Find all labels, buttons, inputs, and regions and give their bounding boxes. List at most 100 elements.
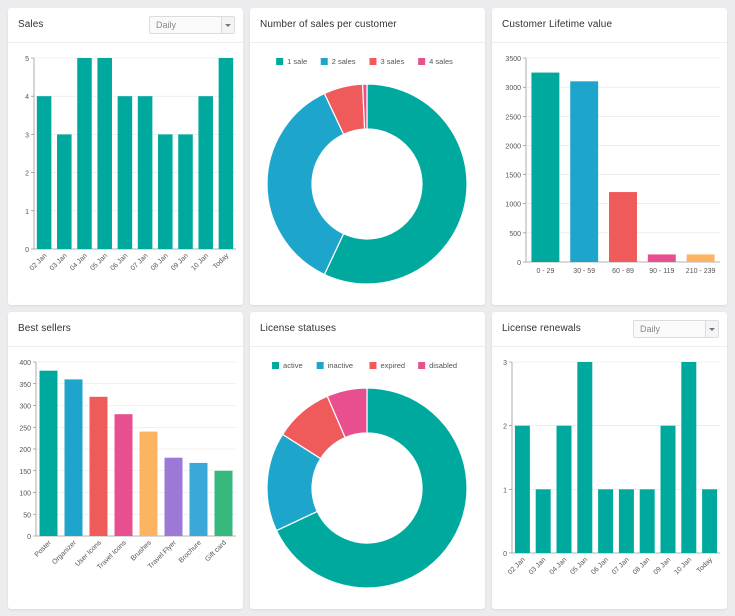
best-sellers-chart: 050100150200250300350400PosterOrganizerU… xyxy=(19,360,236,571)
y-tick-label: 3500 xyxy=(505,56,521,63)
chevron-down-icon xyxy=(705,321,718,337)
card-header: Customer Lifetime value xyxy=(492,8,727,43)
y-tick-label: 3000 xyxy=(505,85,521,92)
sales-card: Sales Daily 0 1 2 3 4 5 02 Jan 03 Jan 04 Jan 05 J… xyxy=(8,8,243,305)
y-tick-label: 400 xyxy=(19,360,31,367)
y-tick-label: 2000 xyxy=(505,143,521,150)
y-tick-label: 2 xyxy=(503,424,507,431)
x-tick-label: Gift card xyxy=(204,539,228,563)
pie-slice xyxy=(275,387,468,589)
legend-swatch xyxy=(418,362,426,369)
bar xyxy=(139,431,158,536)
card-header: License renewals Daily xyxy=(492,312,727,347)
license-statuses-card: License statuses active inactive expired di… xyxy=(250,312,485,609)
y-tick-label: 300 xyxy=(19,404,31,411)
x-tick-label: 05 Jan xyxy=(569,556,589,576)
best-sellers-card: Best sellers 0 50 100 150 200 250 300 350 400 Pos… xyxy=(8,312,243,609)
select-value: Daily xyxy=(156,20,177,30)
y-tick-label: 2500 xyxy=(505,114,521,121)
x-tick-label: 210 - 239 xyxy=(686,268,716,275)
bar xyxy=(531,72,560,262)
y-tick-label: 1 xyxy=(25,209,29,216)
bar xyxy=(97,58,112,249)
bar xyxy=(198,96,213,249)
bar xyxy=(158,134,173,249)
x-tick-label: 10 Jan xyxy=(190,252,210,272)
legend-label: expired xyxy=(380,361,405,370)
legend-label: 4 sales xyxy=(429,57,453,66)
x-tick-label: 06 Jan xyxy=(109,252,129,272)
legend-label: 3 sales xyxy=(380,57,404,66)
bar xyxy=(77,58,92,249)
x-tick-label: 60 - 89 xyxy=(612,268,634,275)
y-tick-label: 4 xyxy=(25,94,29,101)
y-tick-label: 150 xyxy=(19,469,31,476)
legend: 1 sale 2 sales 3 sales 4 sales xyxy=(276,57,453,66)
lifetime-card: Customer Lifetime value 0 500 1000 1500 2000… xyxy=(492,8,727,305)
pie-slice xyxy=(323,83,468,285)
bar xyxy=(36,96,52,249)
x-tick-label: Today xyxy=(212,252,231,271)
bar xyxy=(639,489,655,553)
bar xyxy=(39,370,58,536)
bar xyxy=(114,414,133,536)
renewals-chart: 0 1 2 3 02 Jan 03 Jan 04 Jan 05 Jan 06 Jan 07 Jan… xyxy=(503,360,720,576)
x-tick-label: 02 Jan xyxy=(507,556,527,576)
x-tick-label: 07 Jan xyxy=(611,556,631,576)
x-tick-label: 04 Jan xyxy=(549,556,569,576)
y-tick-label: 1 xyxy=(503,487,507,494)
bar xyxy=(189,462,208,536)
pie-slice xyxy=(361,83,368,130)
y-tick-label: 0 xyxy=(25,247,29,254)
x-tick-label: 09 Jan xyxy=(170,252,190,272)
bar xyxy=(57,134,72,249)
legend-swatch xyxy=(272,362,280,369)
renewals-period-select[interactable]: Daily xyxy=(633,320,719,338)
card-title: Sales xyxy=(18,19,44,30)
x-tick-label: 08 Jan xyxy=(632,556,652,576)
y-axis: 0 1 2 3 4 5 xyxy=(25,56,35,254)
select-value: Daily xyxy=(640,324,661,334)
legend-swatch xyxy=(369,362,377,369)
lifetime-chart: 0 500 1000 1500 2000 2500 3000 3500 0 - 29 30 - 5… xyxy=(505,56,720,275)
bar xyxy=(598,489,614,553)
bar xyxy=(535,489,551,553)
y-tick-label: 1000 xyxy=(505,202,521,209)
y-tick-label: 500 xyxy=(509,231,521,238)
y-tick-label: 250 xyxy=(19,425,31,432)
x-tick-label: 09 Jan xyxy=(653,556,673,576)
sales-per-customer-card: Number of sales per customer 1 sale 2 sal… xyxy=(250,8,485,305)
y-tick-label: 5 xyxy=(25,56,29,63)
bar xyxy=(514,425,530,553)
y-axis: 0 1 2 3 xyxy=(503,360,513,558)
legend-label: inactive xyxy=(328,361,353,370)
sales-period-select[interactable]: Daily xyxy=(149,16,235,34)
card-title: Number of sales per customer xyxy=(260,19,397,30)
y-tick-label: 200 xyxy=(19,447,31,454)
bar xyxy=(89,396,108,536)
x-tick-label: 07 Jan xyxy=(130,252,150,272)
bar xyxy=(660,425,676,553)
sales-chart: 0 1 2 3 4 5 02 Jan 03 Jan 04 Jan 05 Jan 06 Jan 07 J… xyxy=(25,56,236,272)
bar xyxy=(214,470,233,536)
y-axis: 0 50 100 150 200 250 300 350 400 xyxy=(19,360,37,541)
x-tick-label: 02 Jan xyxy=(29,252,49,272)
bar xyxy=(137,96,153,249)
bar xyxy=(681,362,697,553)
bar xyxy=(609,192,637,262)
bar xyxy=(164,457,183,536)
legend-label: disabled xyxy=(429,361,457,370)
y-tick-label: 0 xyxy=(27,534,31,541)
legend-label: active xyxy=(283,361,303,370)
bar xyxy=(117,96,133,249)
pie-slice xyxy=(266,92,345,276)
bar xyxy=(618,489,634,553)
legend-swatch xyxy=(276,58,284,65)
card-header: Sales Daily xyxy=(8,8,243,43)
legend-label: 1 sale xyxy=(287,57,307,66)
card-title: License statuses xyxy=(260,323,337,334)
x-tick-label: 90 - 119 xyxy=(649,268,674,275)
legend-swatch xyxy=(418,58,426,65)
card-header: Number of sales per customer xyxy=(250,8,485,43)
pie-slice xyxy=(326,387,368,439)
